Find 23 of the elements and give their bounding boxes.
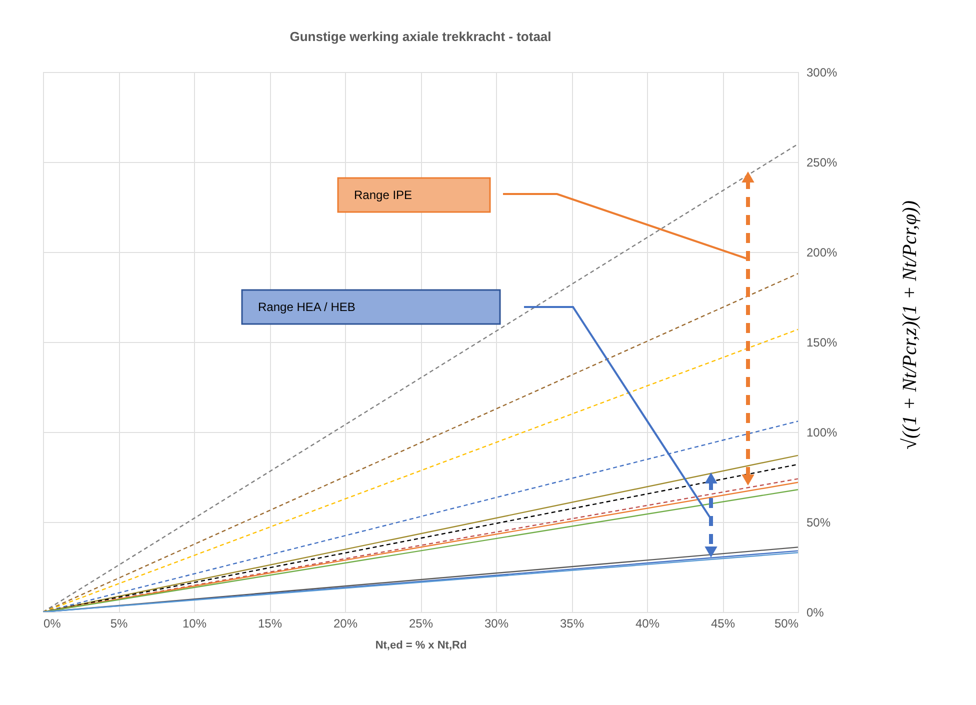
y-tick-label: 100% [806,426,838,440]
x-tick-label: 15% [258,616,282,630]
x-tick-label: 25% [408,616,434,630]
y-tick-label: 300% [806,66,838,80]
chart-title: Gunstige werking axiale trekkracht - totaal [290,29,552,44]
y-tick-label: 0% [806,606,824,620]
x-tick-label: 35% [560,616,584,630]
x-tick-label: 45% [710,616,736,630]
x-tick-label: 0% [44,616,62,630]
x-tick-label: 30% [484,616,509,630]
x-axis-title: Nt,ed = % x Nt,Rd [375,640,467,652]
y-tick-label: 150% [806,336,838,350]
x-tick-label: 50% [774,616,799,630]
x-tick-label: 20% [333,616,358,630]
y-tick-label: 250% [806,156,838,170]
y-tick-label: 200% [806,246,838,260]
x-tick-label: 5% [110,616,128,630]
annotation: Range IPE [354,188,412,202]
x-tick-label: 40% [635,616,660,630]
x-tick-label: 10% [182,616,207,630]
annotation: Range HEA / HEB [258,300,356,314]
y-tick-label: 50% [806,516,831,530]
text: √((1 + Nt/Pcr,z)(1 + Nt/Pcr,φ)) [899,200,921,450]
